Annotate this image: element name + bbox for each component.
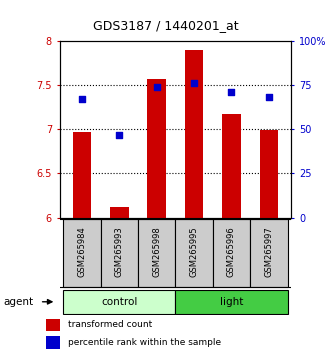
Bar xyxy=(222,114,241,218)
Bar xyxy=(46,336,60,349)
Bar xyxy=(175,290,288,314)
Point xyxy=(266,95,271,100)
Text: agent: agent xyxy=(3,297,33,307)
Text: light: light xyxy=(220,297,243,307)
Bar xyxy=(138,219,175,287)
Bar xyxy=(260,130,278,218)
Point xyxy=(117,132,122,137)
Point xyxy=(229,89,234,95)
Point xyxy=(154,84,160,90)
Bar xyxy=(63,219,101,287)
Bar xyxy=(46,319,60,331)
Bar xyxy=(175,219,213,287)
Bar xyxy=(63,290,175,314)
Text: GSM265984: GSM265984 xyxy=(77,226,86,277)
Text: GSM265996: GSM265996 xyxy=(227,226,236,277)
Text: GSM265995: GSM265995 xyxy=(190,226,199,277)
Bar xyxy=(147,79,166,218)
Bar xyxy=(185,50,204,218)
Bar xyxy=(73,132,91,218)
Bar xyxy=(250,219,288,287)
Text: percentile rank within the sample: percentile rank within the sample xyxy=(68,338,221,347)
Point xyxy=(79,96,85,102)
Bar xyxy=(213,219,250,287)
Bar xyxy=(110,207,129,218)
Text: transformed count: transformed count xyxy=(68,320,152,330)
Text: GSM265998: GSM265998 xyxy=(152,226,161,277)
Text: GSM265997: GSM265997 xyxy=(264,226,273,277)
Text: control: control xyxy=(101,297,138,307)
Text: GDS3187 / 1440201_at: GDS3187 / 1440201_at xyxy=(93,19,238,32)
Point xyxy=(191,80,197,86)
Text: GSM265993: GSM265993 xyxy=(115,226,124,277)
Bar xyxy=(101,219,138,287)
